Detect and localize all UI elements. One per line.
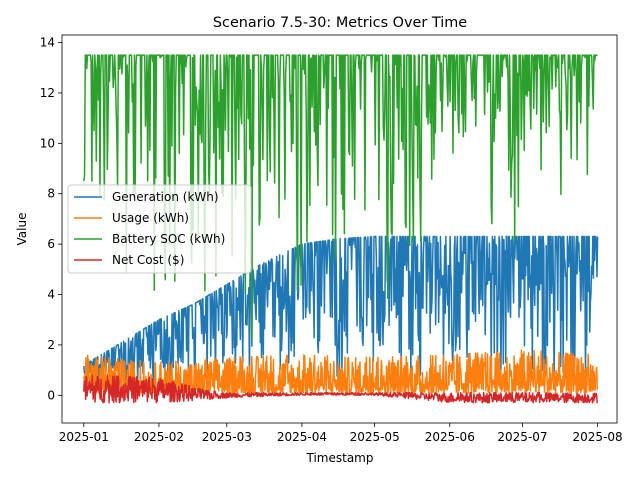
y-tick-label: 0 bbox=[47, 388, 55, 402]
y-tick-label: 14 bbox=[40, 36, 55, 50]
legend-box bbox=[67, 184, 252, 274]
y-tick-label: 8 bbox=[47, 187, 55, 201]
chart-title: Scenario 7.5-30: Metrics Over Time bbox=[213, 15, 467, 31]
x-axis: 2025-01 2025-02 2025-03 2025-04 2025-05 2025-… bbox=[59, 423, 623, 444]
series-line bbox=[83, 54, 598, 340]
x-tick-label: 2025-04 bbox=[277, 430, 327, 444]
x-tick-label: 2025-01 bbox=[59, 430, 109, 444]
legend-label: Battery SOC (kWh) bbox=[112, 232, 225, 246]
y-tick-label: 4 bbox=[47, 288, 55, 302]
y-tick-label: 12 bbox=[40, 86, 55, 100]
x-tick-label: 2025-05 bbox=[350, 430, 400, 444]
legend-label: Usage (kWh) bbox=[112, 211, 189, 225]
x-tick-label: 2025-06 bbox=[425, 430, 475, 444]
legend: Generation (kWh) Usage (kWh) Battery SOC (… bbox=[67, 184, 252, 274]
legend-label: Generation (kWh) bbox=[112, 190, 219, 204]
x-tick-label: 2025-02 bbox=[134, 430, 184, 444]
series-layer bbox=[83, 54, 599, 404]
y-tick-label: 10 bbox=[40, 136, 55, 150]
series-line bbox=[83, 235, 599, 394]
y-axis-title: Value bbox=[15, 213, 29, 246]
x-tick-label: 2025-08 bbox=[573, 430, 623, 444]
x-tick-label: 2025-03 bbox=[202, 430, 252, 444]
plot-frame bbox=[61, 34, 618, 424]
legend-label: Net Cost ($) bbox=[112, 253, 184, 267]
y-tick-label: 2 bbox=[47, 338, 55, 352]
x-tick-label: 2025-07 bbox=[497, 430, 547, 444]
x-axis-title: Timestamp bbox=[306, 451, 374, 465]
y-tick-label: 6 bbox=[47, 237, 55, 251]
y-axis: 0 2 4 6 8 10 12 14 bbox=[40, 36, 62, 402]
series-line bbox=[83, 374, 598, 404]
